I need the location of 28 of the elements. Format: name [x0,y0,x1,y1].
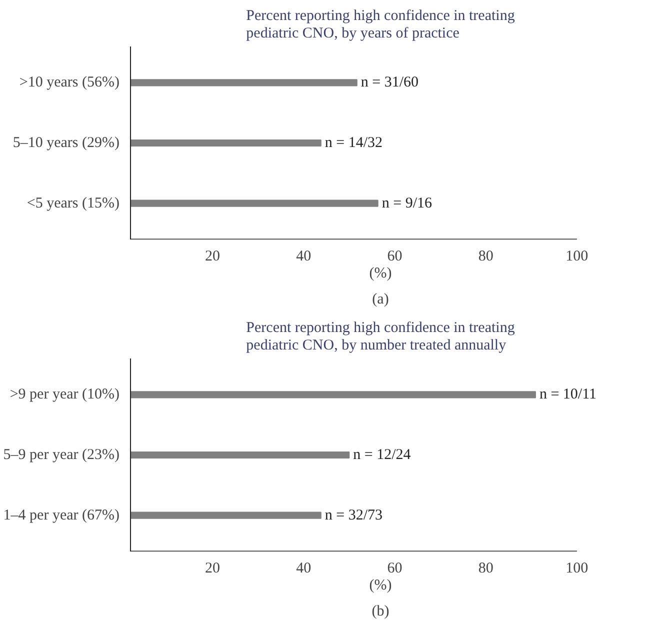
x-tick-label: 40 [296,248,312,264]
y-tick-label: 1–4 per year (67%) [3,507,120,524]
x-tick-label: 100 [566,248,588,264]
x-tick-label: 20 [204,560,220,576]
y-tick-label: >10 years (56%) [19,74,120,91]
x-axis-title: (%) [369,266,392,282]
x-tick-label: 40 [296,560,312,576]
data-label: n = 12/24 [353,447,412,463]
data-label: n = 14/32 [324,135,383,151]
y-tick-label: >9 per year (10%) [10,386,120,403]
x-axis-title: (%) [369,578,392,594]
x-tick-label: 60 [387,248,402,264]
x-tick-label: 20 [204,248,220,264]
x-tick-label: 100 [566,560,588,576]
text: (a) [372,292,389,308]
y-tick-label: 5–10 years (29%) [12,135,120,151]
data-label: n = 10/11 [539,386,597,403]
text: (b) [372,604,390,620]
data-label: n = 32/73 [324,507,383,524]
y-tick-label: <5 years (15%) [26,195,120,212]
chart-title: Percent reporting high confidence in treating pediatric CNO, by years of practice [246,8,516,42]
data-label: n = 31/60 [360,74,419,91]
x-tick-label: 80 [478,248,494,264]
x-tick-label: 80 [478,560,494,576]
y-tick-label: 5–9 per year (23%) [3,447,120,463]
x-tick-label: 60 [387,560,402,576]
data-label: n = 9/16 [382,195,432,212]
chart-title: Percent reporting high confidence in treating pediatric CNO, by number treated annually [246,320,516,354]
